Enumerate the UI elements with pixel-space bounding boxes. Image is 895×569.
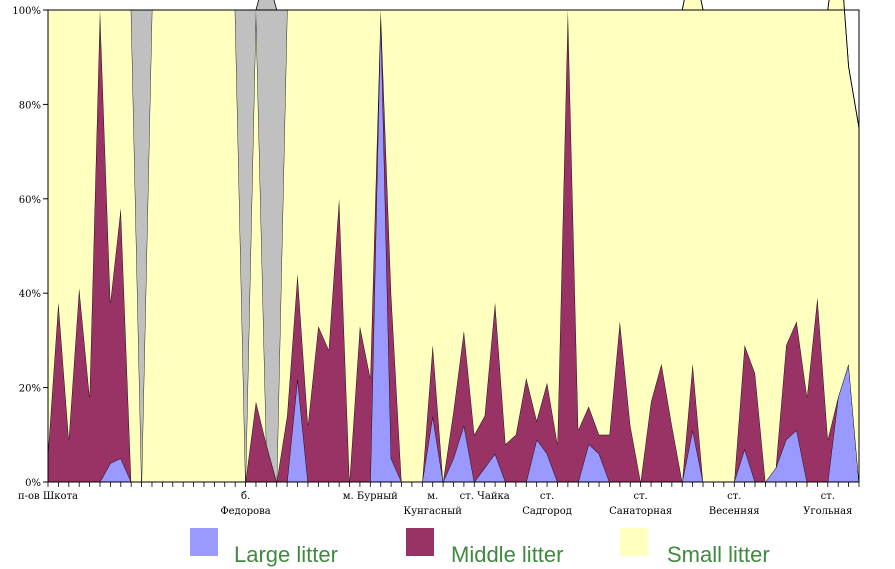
- legend-label-small: Small litter: [667, 542, 770, 567]
- x-tick-label: ст.: [540, 491, 554, 502]
- x-tick-label: Федорова: [220, 506, 270, 517]
- x-tick-label: Кунгасный: [404, 506, 463, 517]
- x-tick-label: ст.: [633, 491, 647, 502]
- x-tick-label: Санаторная: [609, 506, 672, 517]
- y-tick-label: 60%: [19, 195, 41, 206]
- legend-label-middle: Middle litter: [451, 542, 564, 567]
- legend-swatch-small: [620, 528, 648, 556]
- series-area-unlabeled-3: [48, 0, 859, 482]
- y-tick-label: 0%: [25, 478, 41, 489]
- legend-swatch-large: [190, 528, 218, 556]
- series-area-small-litter: [48, 0, 859, 482]
- x-tick-label: Садгород: [522, 506, 572, 517]
- x-tick-label: м. Бурный: [343, 491, 398, 502]
- x-tick-label: м.: [427, 491, 438, 502]
- x-tick-label: б.: [241, 491, 250, 502]
- plot-area: [47, 0, 860, 484]
- y-tick-label: 100%: [12, 6, 41, 17]
- legend-swatch-middle: [406, 528, 434, 556]
- y-axis: 0% 20% 40% 60% 80% 100%: [12, 6, 48, 489]
- x-tick-label: п-ов Шкота: [18, 491, 78, 502]
- y-tick-label: 40%: [19, 289, 41, 300]
- x-tick-label: Весенняя: [709, 506, 760, 517]
- y-tick-label: 80%: [19, 100, 41, 111]
- x-tick-label: ст.: [821, 491, 835, 502]
- stacked-area-chart: 0% 20% 40% 60% 80% 100% п-ов Шкота б. Федорова м…: [12, 0, 860, 517]
- x-tick-label: Угольная: [803, 506, 852, 517]
- x-axis: п-ов Шкота б. Федорова м. Бурный м. Кунгасный…: [18, 482, 860, 517]
- legend: Large litter Middle litter Small litter: [0, 528, 895, 568]
- x-tick-label: ст.: [727, 491, 741, 502]
- y-tick-label: 20%: [19, 384, 41, 395]
- legend-label-large: Large litter: [234, 542, 338, 567]
- x-tick-label: ст. Чайка: [460, 491, 510, 502]
